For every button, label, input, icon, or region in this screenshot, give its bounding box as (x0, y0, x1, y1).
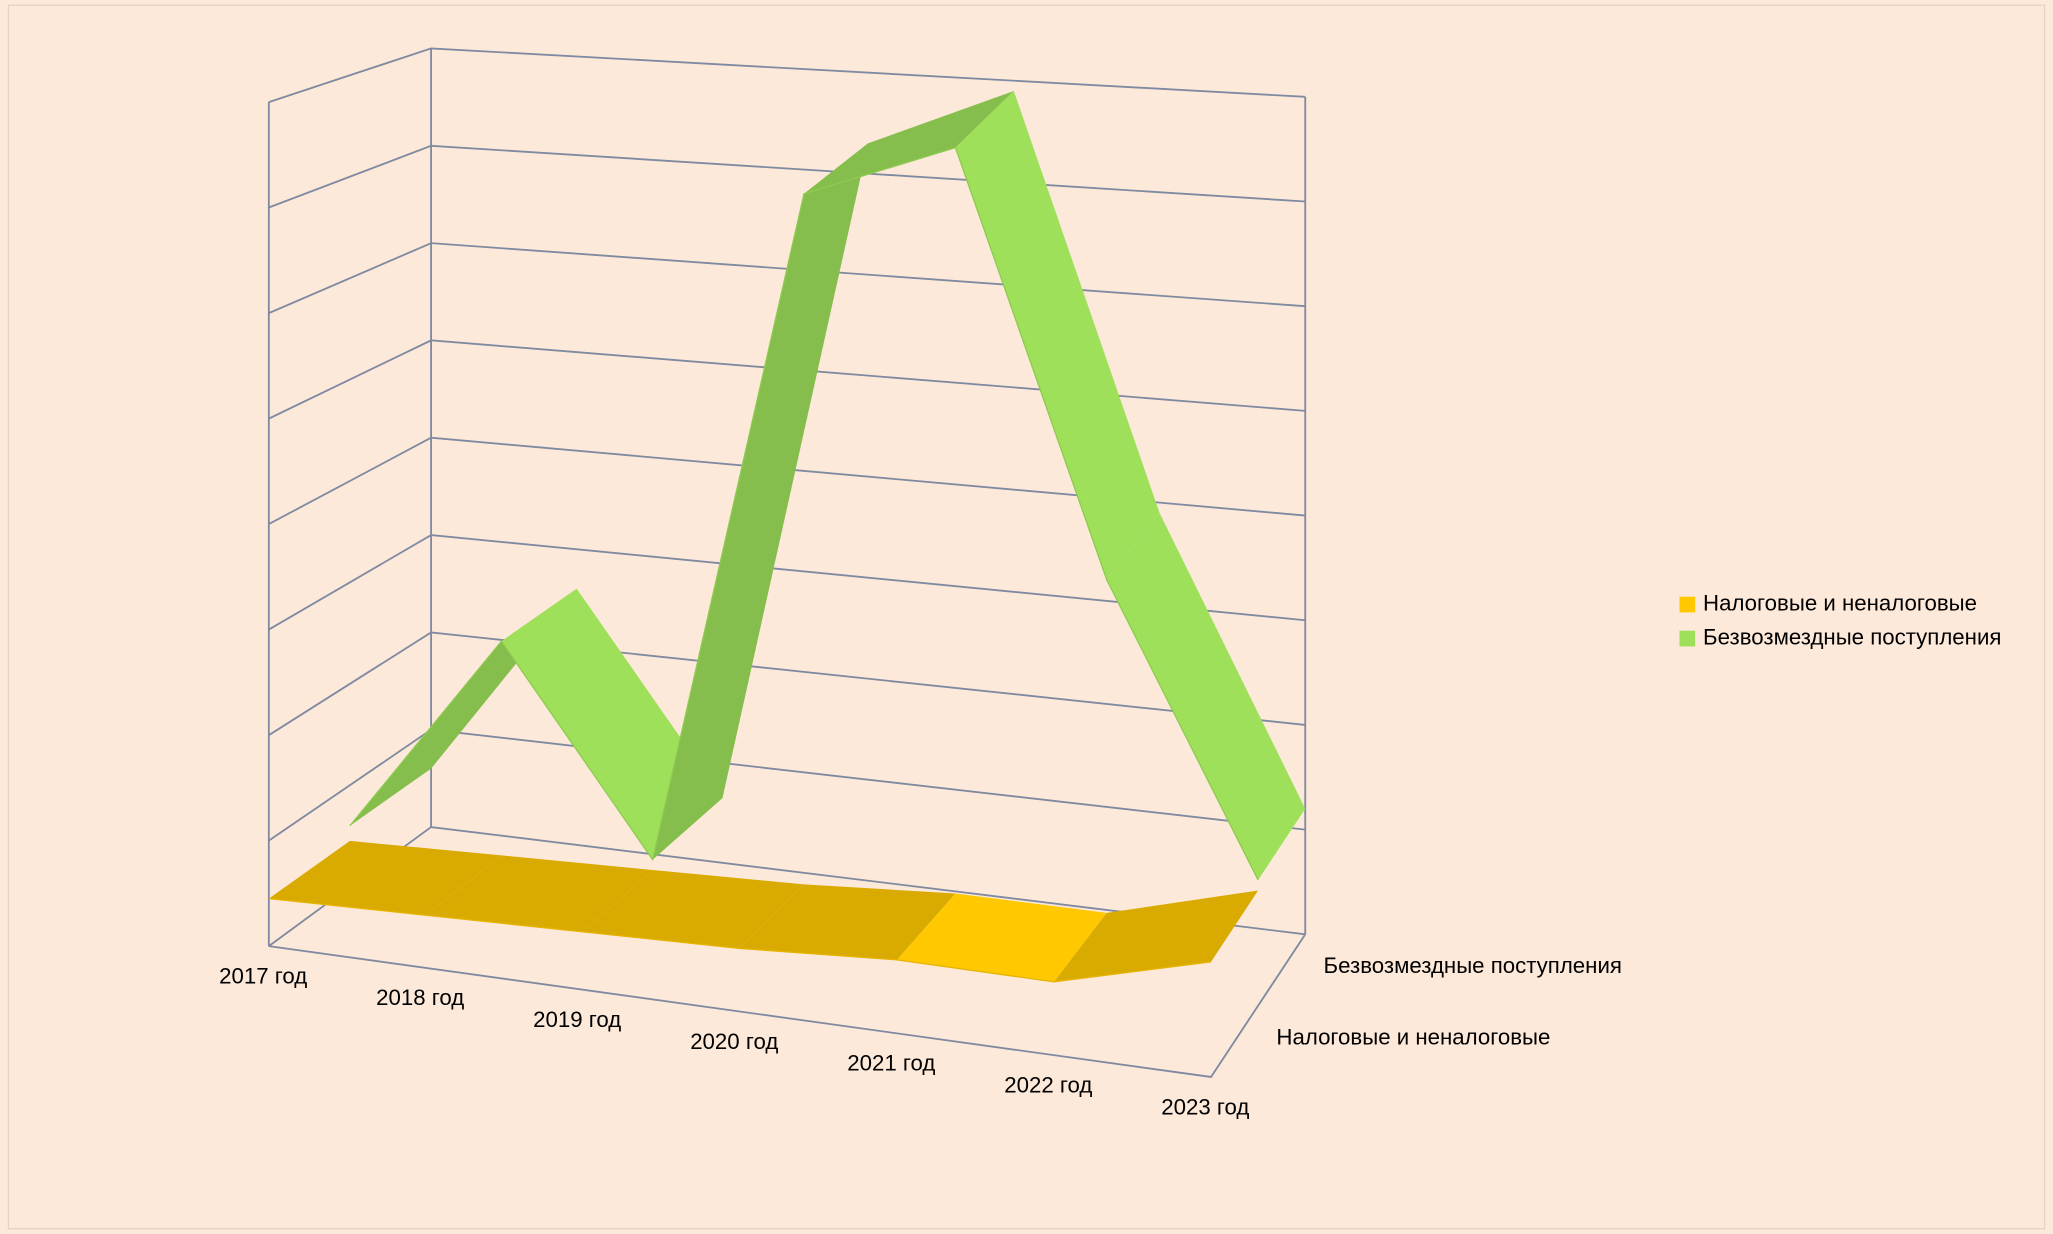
ribbon-segment (955, 90, 1160, 580)
ribbon-segment (582, 869, 805, 949)
x-tick-label: 2019 год (533, 1007, 621, 1032)
x-tick-label: 2018 год (376, 985, 464, 1010)
x-tick-label: 2017 год (219, 963, 307, 988)
legend-swatch (1679, 630, 1696, 647)
ribbon-segment (501, 588, 723, 860)
series-axis-label: Безвозмездные поступления (1324, 953, 1622, 978)
ribbon-segment (1106, 512, 1306, 881)
x-tick-label: 2023 год (1161, 1094, 1249, 1119)
ribbon-segment (896, 893, 1107, 982)
x-tick-label: 2021 год (847, 1051, 935, 1076)
legend-swatch (1679, 596, 1696, 613)
legend-label: Безвозмездные поступления (1703, 624, 2001, 649)
series-line (268, 897, 1212, 983)
x-tick-label: 2022 год (1004, 1072, 1092, 1097)
ribbon-segment (425, 855, 653, 932)
wall-edge (268, 933, 1306, 1078)
x-tick-label: 2020 год (690, 1029, 778, 1054)
legend-label: Налоговые и неналоговые (1703, 590, 1977, 615)
ribbon-segment (804, 90, 1014, 194)
ribbon-segment (652, 143, 869, 860)
series-line (349, 146, 1259, 881)
ribbon-segment (1053, 890, 1259, 982)
ribbon-segment (739, 884, 956, 960)
ribbon-segment (268, 840, 502, 916)
series-axis-label: Налоговые и неналоговые (1276, 1025, 1550, 1050)
